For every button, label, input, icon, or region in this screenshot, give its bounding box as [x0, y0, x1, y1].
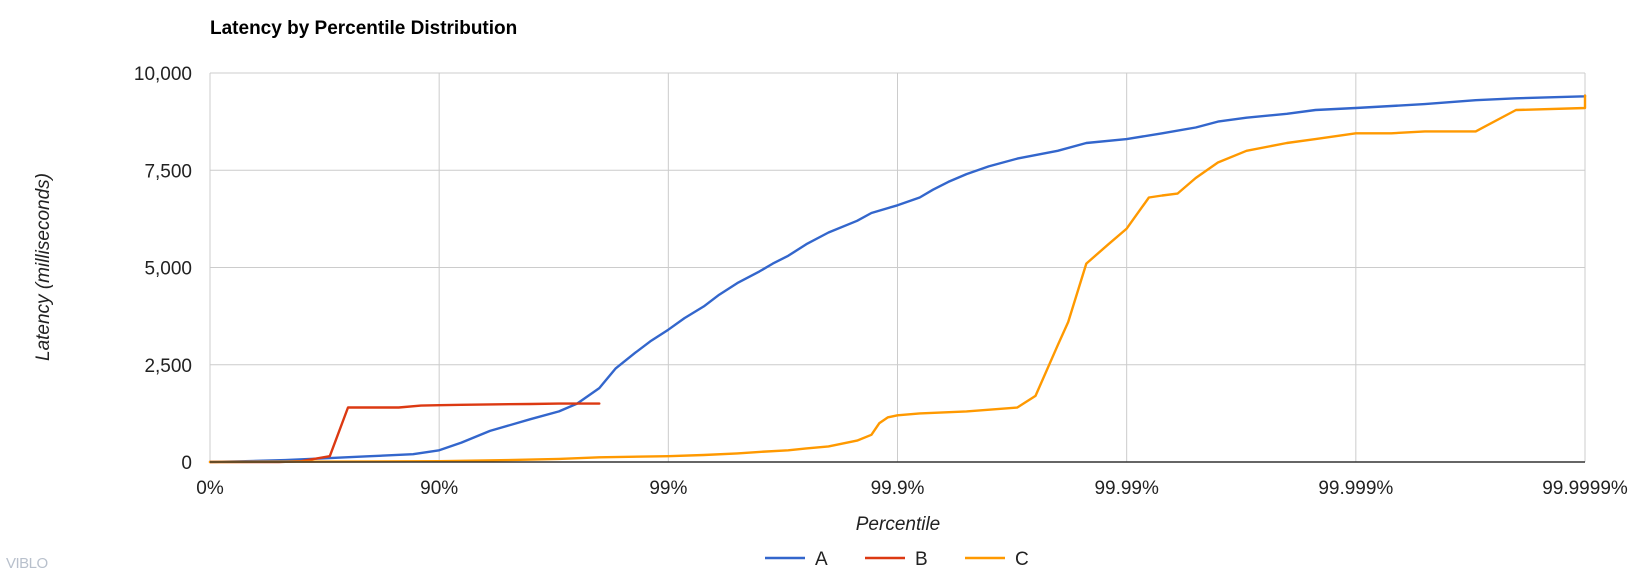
x-tick-label-4: 99.99%: [1094, 478, 1159, 499]
series-lines: [208, 94, 1587, 464]
series-line-a: [208, 94, 1587, 464]
y-axis-ticks: 0 2,500 5,000 7,500 10,000: [134, 64, 192, 474]
y-tick-label-2: 5,000: [144, 259, 192, 280]
legend-label-b: B: [915, 549, 928, 570]
y-tick-label-0: 0: [181, 453, 192, 474]
y-tick-label-1: 2,500: [144, 356, 192, 377]
y-tick-label-4: 10,000: [134, 64, 192, 85]
chart-title: Latency by Percentile Distribution: [210, 18, 517, 39]
watermark: VIBLO: [6, 555, 48, 572]
gridlines: [209, 72, 1586, 462]
x-axis-title: Percentile: [856, 514, 941, 535]
legend: A B C: [765, 549, 1029, 570]
y-axis-title: Latency (milliseconds): [33, 173, 54, 361]
y-tick-label-3: 7,500: [144, 161, 192, 182]
x-tick-label-5: 99.999%: [1318, 478, 1393, 499]
x-tick-label-6: 99.9999%: [1542, 478, 1628, 499]
series-line-c: [208, 94, 1587, 464]
x-tick-label-2: 99%: [649, 478, 687, 499]
legend-label-a: A: [815, 549, 828, 570]
series-line-b: [208, 402, 601, 464]
legend-label-c: C: [1015, 549, 1029, 570]
x-tick-label-0: 0%: [196, 478, 224, 499]
x-axis-ticks: 0% 90% 99% 99.9% 99.99% 99.999% 99.9999%: [196, 478, 1628, 499]
x-tick-label-3: 99.9%: [871, 478, 925, 499]
x-tick-label-1: 90%: [420, 478, 458, 499]
